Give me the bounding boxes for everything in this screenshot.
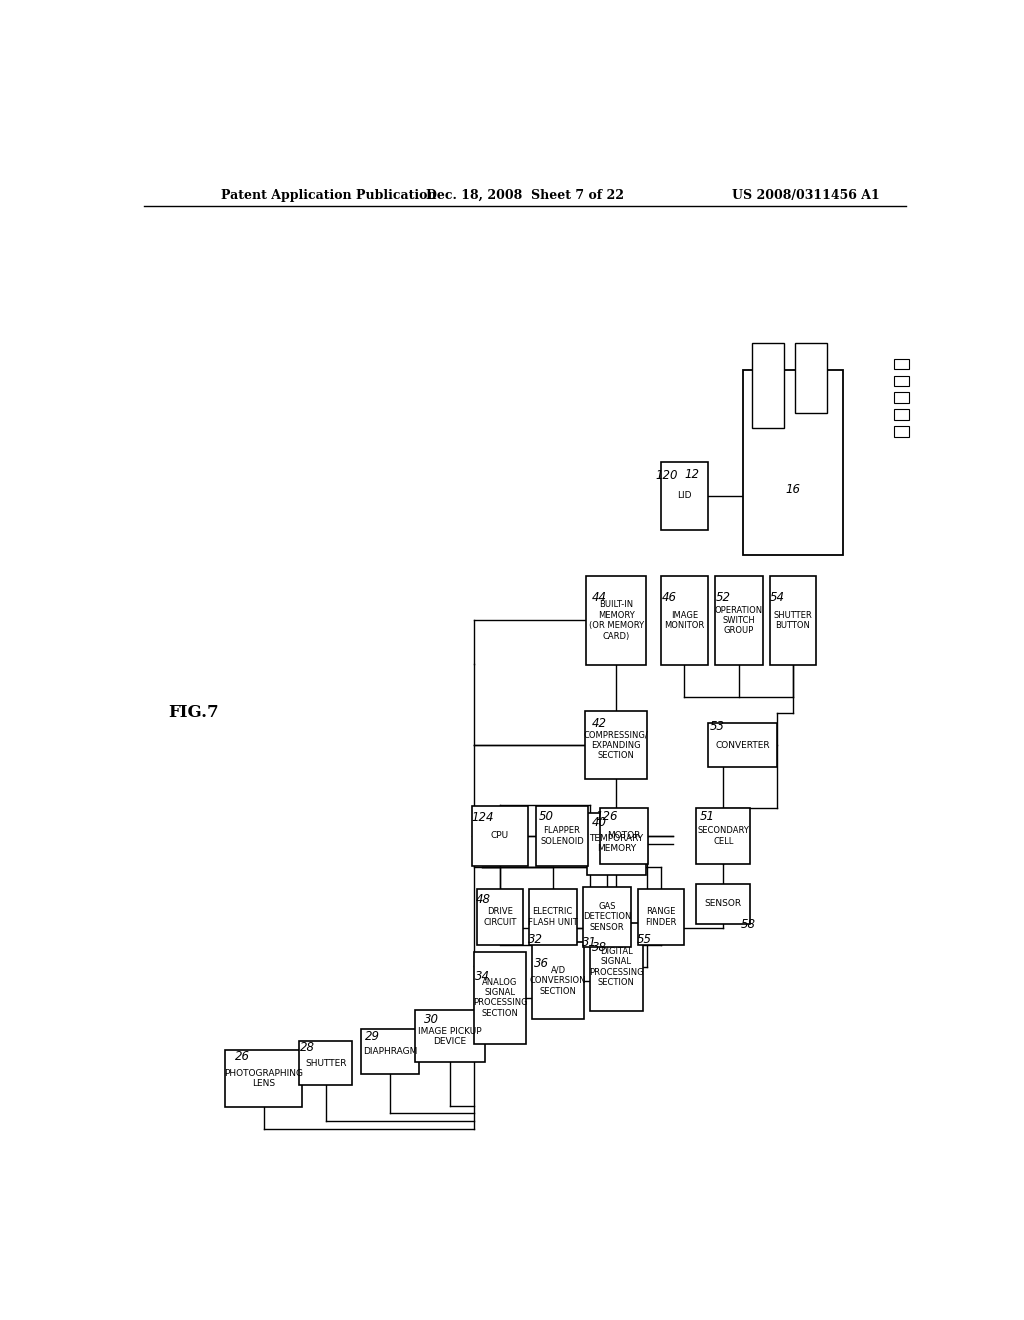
Text: GAS
DETECTION
SENSOR: GAS DETECTION SENSOR [583,902,631,932]
Bar [600,808,648,863]
Text: ANALOG
SIGNAL
PROCESSING
SECTION: ANALOG SIGNAL PROCESSING SECTION [473,978,527,1018]
Bar [360,1030,420,1074]
Bar [474,952,526,1044]
Text: BUILT-IN
MEMORY
(OR MEMORY
CARD): BUILT-IN MEMORY (OR MEMORY CARD) [589,601,644,640]
Text: DIGITAL
SIGNAL
PROCESSING
SECTION: DIGITAL SIGNAL PROCESSING SECTION [589,946,643,987]
Bar [696,808,751,863]
Text: 40: 40 [592,816,606,829]
Text: 34: 34 [475,970,490,983]
Text: PHOTOGRAPHING
LENS: PHOTOGRAPHING LENS [224,1069,303,1088]
Bar [586,576,646,665]
Text: Patent Application Publication: Patent Application Publication [221,189,436,202]
Text: 124: 124 [472,810,495,824]
Text: A/D
CONVERSION
SECTION: A/D CONVERSION SECTION [529,966,587,995]
Text: SHUTTER: SHUTTER [305,1059,346,1068]
Bar [662,576,708,665]
Text: SHUTTER
BUTTON: SHUTTER BUTTON [773,611,812,630]
Text: 26: 26 [236,1051,250,1064]
Text: 44: 44 [592,591,606,603]
Bar [587,813,646,874]
Text: 48: 48 [475,892,490,906]
Bar [894,426,909,437]
Text: RANGE
FINDER: RANGE FINDER [645,907,677,927]
Text: TEMPORARY
MEMORY: TEMPORARY MEMORY [589,834,643,854]
Text: CONVERTER: CONVERTER [715,741,770,750]
Bar [795,343,827,412]
Text: FLAPPER
SOLENOID: FLAPPER SOLENOID [540,826,584,846]
Text: 12: 12 [685,467,699,480]
Text: 50: 50 [539,810,554,824]
Bar [696,884,751,924]
Bar [708,723,777,767]
Text: DRIVE
CIRCUIT: DRIVE CIRCUIT [483,907,517,927]
Bar [894,409,909,420]
Bar [531,942,585,1019]
Text: US 2008/0311456 A1: US 2008/0311456 A1 [732,189,880,202]
Bar [662,462,708,529]
Bar [299,1040,352,1085]
Text: 42: 42 [592,717,606,730]
Bar [590,923,643,1011]
Text: 30: 30 [424,1012,439,1026]
Text: 53: 53 [710,721,725,733]
Text: SENSOR: SENSOR [705,899,741,908]
Text: 31: 31 [583,936,597,949]
Bar [225,1049,302,1107]
Text: SECONDARY
CELL: SECONDARY CELL [697,826,750,846]
Text: 16: 16 [785,483,801,496]
Text: 28: 28 [300,1041,315,1055]
Bar [752,343,784,428]
Text: 126: 126 [596,810,618,824]
Text: OPERATION
SWITCH
GROUP: OPERATION SWITCH GROUP [715,606,763,635]
Bar [770,576,816,665]
Bar [894,359,909,370]
Text: 38: 38 [592,941,606,954]
Text: 51: 51 [700,810,715,824]
Bar [528,890,577,945]
Text: MOTOR: MOTOR [607,832,641,841]
Text: 55: 55 [637,933,651,946]
Text: 58: 58 [740,917,756,931]
Bar [415,1010,484,1063]
Text: IMAGE PICKUP
DEVICE: IMAGE PICKUP DEVICE [418,1027,481,1045]
Text: DIAPHRAGM: DIAPHRAGM [362,1047,417,1056]
Bar [477,890,523,945]
Bar [715,576,763,665]
Text: 29: 29 [365,1030,380,1043]
Bar [894,376,909,387]
Text: COMPRESSING/
EXPANDING
SECTION: COMPRESSING/ EXPANDING SECTION [584,730,648,760]
Bar [472,807,528,866]
Bar [742,370,844,554]
Text: 120: 120 [655,469,678,482]
Text: Dec. 18, 2008  Sheet 7 of 22: Dec. 18, 2008 Sheet 7 of 22 [426,189,624,202]
Text: FIG.7: FIG.7 [169,705,219,721]
Text: 36: 36 [534,957,549,970]
Text: LID: LID [677,491,691,500]
Text: 54: 54 [770,591,785,603]
Text: ELECTRIC
FLASH UNIT: ELECTRIC FLASH UNIT [527,907,578,927]
Text: CPU: CPU [490,832,509,841]
Bar [638,890,684,945]
Text: IMAGE
MONITOR: IMAGE MONITOR [665,611,705,630]
Bar [894,392,909,404]
Bar [583,887,631,946]
Text: 32: 32 [528,933,543,946]
Text: 52: 52 [716,591,731,603]
Bar [586,711,647,779]
Bar [536,807,589,866]
Text: 46: 46 [662,591,677,603]
